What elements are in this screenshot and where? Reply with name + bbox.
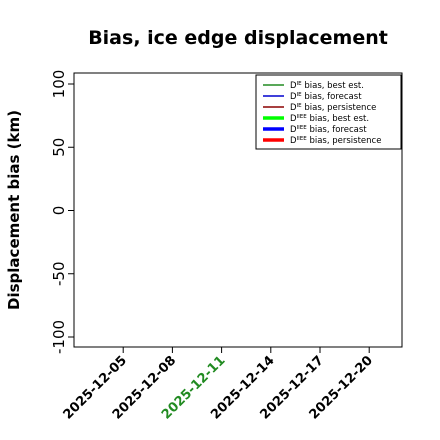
- legend-label-rest: bias, persistence: [302, 103, 377, 113]
- y-tick-label: -100: [50, 320, 68, 354]
- legend-label-rest: bias, forecast: [302, 92, 363, 102]
- legend-label-sup: IE: [297, 92, 303, 98]
- y-tick-label: -50: [50, 262, 68, 287]
- y-tick-label: 0: [50, 206, 68, 216]
- legend-label-main: D: [290, 136, 297, 146]
- chart-title: Bias, ice edge displacement: [88, 27, 388, 49]
- legend-label-sup: IIEE: [297, 125, 308, 131]
- legend-label-sup: IIEE: [297, 136, 308, 142]
- legend-label-main: D: [290, 103, 297, 113]
- legend-label: DIE bias, persistence: [290, 103, 376, 113]
- legend-label: DIE bias, forecast: [290, 92, 362, 102]
- y-axis: 100 50 0 -50 -100: [50, 70, 74, 354]
- legend-label-sup: IIEE: [297, 114, 308, 120]
- legend-label-rest: bias, best est.: [302, 81, 364, 91]
- legend-label: DIIEE bias, persistence: [290, 136, 381, 146]
- legend-label-main: D: [290, 114, 297, 124]
- legend-label: DIIEE bias, forecast: [290, 125, 367, 135]
- x-axis: 2025-12-052025-12-082025-12-112025-12-14…: [61, 347, 376, 423]
- y-tick-label: 50: [50, 138, 68, 157]
- legend-label-rest: bias, forecast: [307, 125, 368, 135]
- legend-label-main: D: [290, 81, 297, 91]
- y-axis-label: Displacement bias (km): [5, 110, 23, 310]
- legend-label-sup: IE: [297, 103, 303, 109]
- legend-box: [255, 74, 402, 150]
- y-tick-label: 100: [50, 70, 68, 99]
- legend-label-rest: bias, best est.: [307, 114, 369, 124]
- legend-label: DIE bias, best est.: [290, 81, 364, 91]
- legend: DIE bias, best est.DIE bias, forecastDIE…: [255, 74, 402, 150]
- legend-label-main: D: [290, 92, 297, 102]
- legend-label-main: D: [290, 125, 297, 135]
- legend-label-rest: bias, persistence: [307, 136, 382, 146]
- legend-label-sup: IE: [297, 81, 303, 87]
- legend-label: DIIEE bias, best est.: [290, 114, 369, 124]
